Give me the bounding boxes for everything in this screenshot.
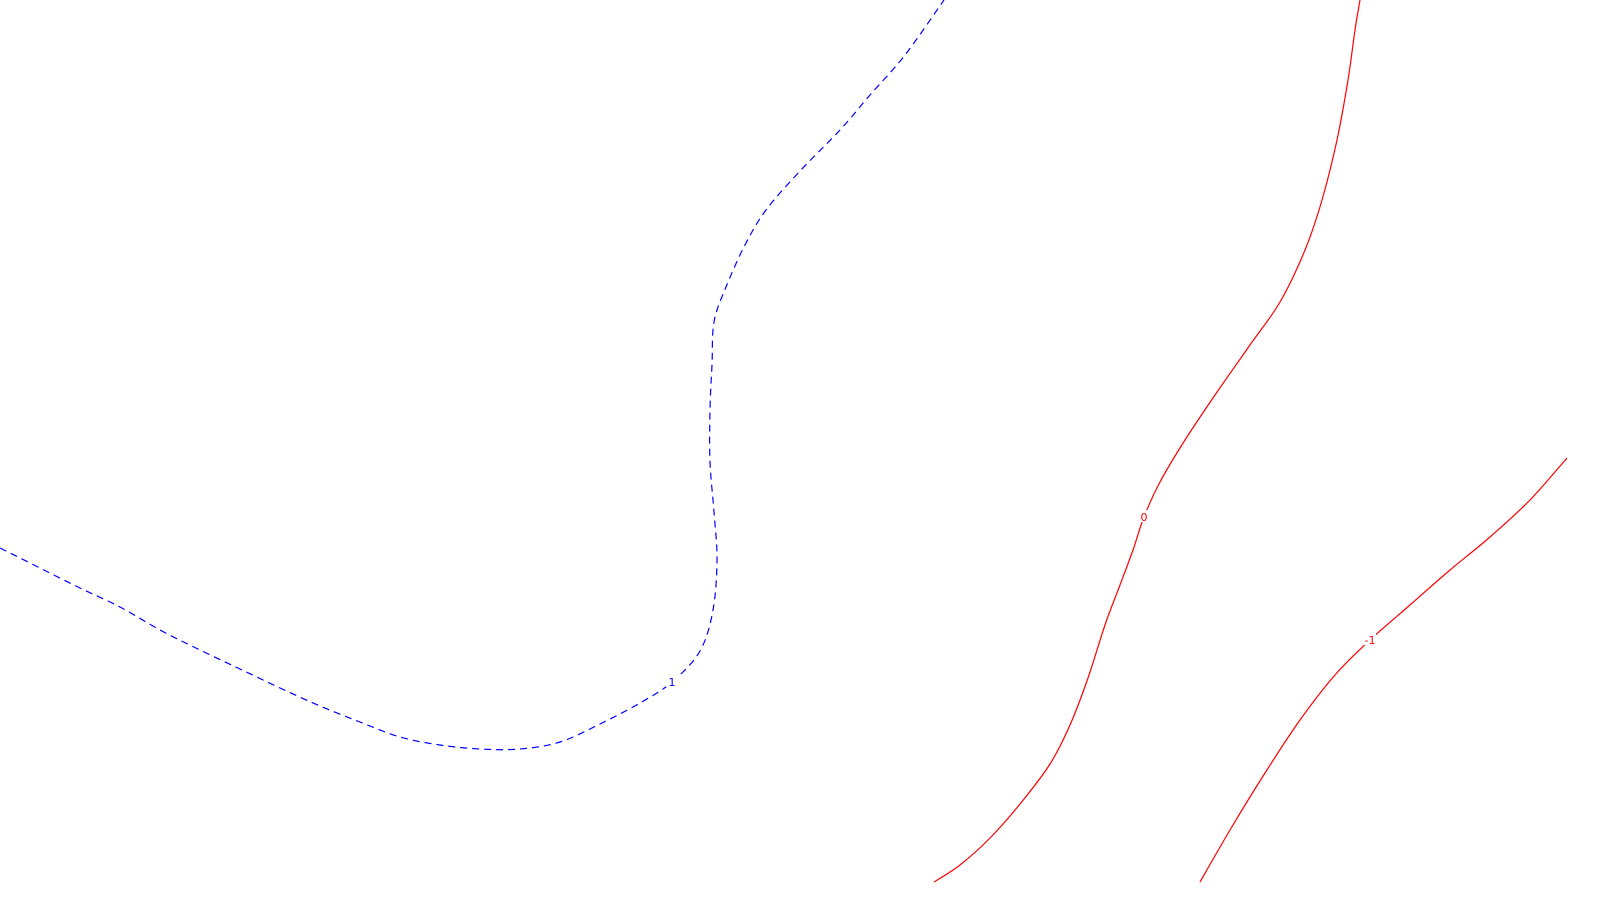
contour-label-background — [1364, 633, 1376, 645]
contour-label-background — [666, 675, 678, 687]
contour-label-level-neg1: -1 — [1365, 634, 1376, 647]
contour-label-background — [1138, 510, 1150, 522]
contour-labels: 1 0 -1 — [666, 510, 1376, 689]
contour-line-level-neg1 — [1199, 457, 1568, 883]
contour-lines — [0, 0, 1568, 883]
contour-label-level-0: 0 — [1141, 511, 1148, 524]
contour-line-level-1 — [0, 0, 945, 751]
contour-line-level-0 — [933, 0, 1361, 883]
contour-label-level-1: 1 — [669, 676, 676, 689]
